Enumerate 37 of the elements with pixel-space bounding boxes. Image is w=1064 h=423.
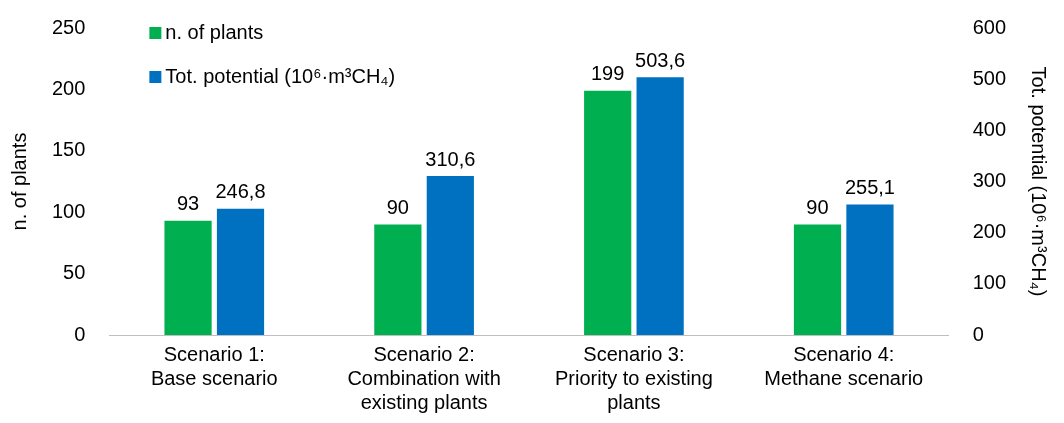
y2-axis-title: Tot. potential (10⁶·m³CH₄): [1028, 66, 1051, 297]
y2-tick-label: 400: [972, 117, 1007, 140]
y-tick-label: 50: [63, 261, 86, 284]
x-tick-label: Scenario 3: Priority to existing plants: [554, 342, 713, 413]
data-label: 503,6: [635, 48, 686, 71]
data-label: 199: [590, 62, 625, 85]
legend-label: Tot. potential (10⁶·m³CH₄): [165, 64, 396, 87]
y-tick-label: 200: [51, 76, 86, 99]
y2-tick-label: 500: [972, 66, 1007, 89]
bar: [164, 220, 212, 335]
y-axis-title: n. of plants: [7, 132, 30, 231]
data-label: 90: [386, 196, 409, 218]
bar: [636, 77, 684, 335]
data-label: 310,6: [425, 147, 476, 170]
y2-tick-label: 0: [972, 322, 984, 345]
data-label: 93: [176, 192, 200, 215]
data-label: 246,8: [215, 180, 266, 203]
data-label: 255,1: [844, 175, 895, 198]
x-tick-label: Scenario 1: Base scenario: [150, 342, 278, 389]
legend-label: n. of plants: [165, 20, 264, 43]
bar: [374, 224, 422, 335]
y2-tick-label: 300: [972, 169, 1007, 192]
x-tick-label: Scenario 2: Combination with existing plants: [347, 342, 501, 413]
data-label: 90: [806, 196, 829, 218]
y-tick-label: 250: [51, 15, 86, 38]
bar: [584, 90, 632, 335]
y-tick-label: 0: [74, 322, 86, 345]
bar: [426, 176, 474, 335]
y2-tick-label: 100: [972, 271, 1007, 294]
x-tick-label: Scenario 4: Methane scenario: [764, 342, 924, 389]
y2-tick-label: 600: [972, 15, 1007, 38]
y2-tick-label: 200: [972, 220, 1007, 243]
bar: [846, 204, 894, 335]
bar: [793, 224, 842, 335]
bar: [216, 208, 265, 335]
y-tick-label: 150: [51, 138, 86, 161]
y-tick-label: 100: [51, 199, 86, 222]
